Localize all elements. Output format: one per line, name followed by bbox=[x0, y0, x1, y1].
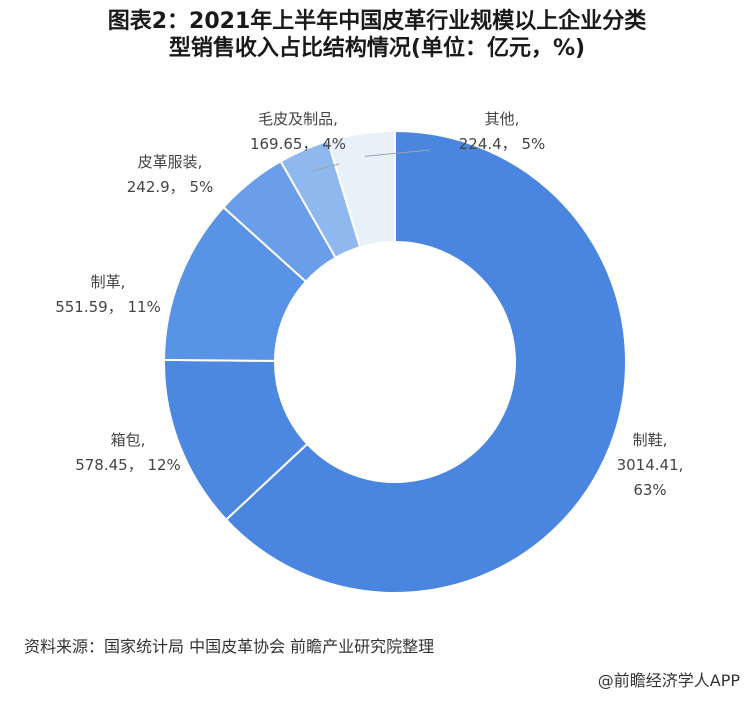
chart-title-line1: 图表2：2021年上半年中国皮革行业规模以上企业分类 bbox=[107, 9, 647, 34]
slice-label-4: 毛皮及制品, 169.65， 4% bbox=[250, 110, 346, 153]
slice-label-0: 制鞋, 3014.41, 63% bbox=[617, 431, 684, 499]
slice-5 bbox=[326, 129, 396, 249]
leader-line-5 bbox=[364, 149, 431, 157]
slice-0 bbox=[224, 129, 627, 594]
slice-label-3: 皮革服装, 242.9， 5% bbox=[127, 153, 214, 196]
slice-label-5: 其他, 224.4， 5% bbox=[459, 110, 546, 153]
credit-note: @前瞻经济学人APP bbox=[597, 671, 740, 690]
leader-line-4 bbox=[312, 163, 340, 172]
source-note: 资料来源：国家统计局 中国皮革协会 前瞻产业研究院整理 bbox=[24, 637, 435, 656]
chart-title-line2: 型销售收入占比结构情况(单位：亿元，%) bbox=[168, 36, 586, 61]
slice-label-2: 制革, 551.59， 11% bbox=[55, 273, 161, 316]
chart-title: 图表2：2021年上半年中国皮革行业规模以上企业分类 型销售收入占比结构情况(单… bbox=[0, 8, 754, 62]
slice-label-1: 箱包, 578.45， 12% bbox=[75, 431, 181, 474]
